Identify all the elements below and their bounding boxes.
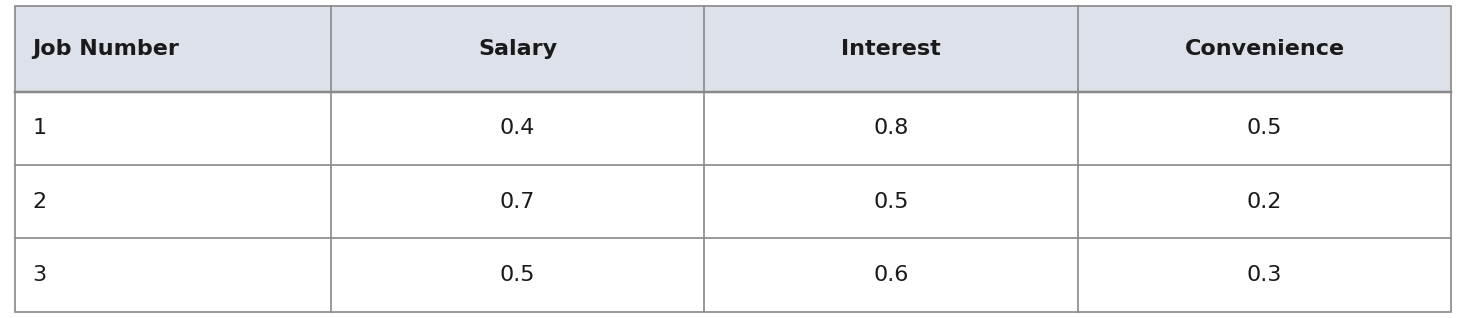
Text: 0.7: 0.7 [500,192,535,212]
Text: 0.2: 0.2 [1248,192,1283,212]
Text: 0.5: 0.5 [1246,119,1283,138]
Bar [331,238,704,312]
Bar [15,238,331,312]
Text: 0.5: 0.5 [874,192,909,212]
Bar [704,92,1078,165]
Bar [1078,92,1451,165]
Text: Job Number: Job Number [32,39,179,59]
Text: 0.6: 0.6 [874,265,909,285]
Text: Salary: Salary [478,39,557,59]
Bar [15,165,331,238]
Text: 1: 1 [32,119,47,138]
Text: 3: 3 [32,265,47,285]
Bar [1078,165,1451,238]
Text: 0.4: 0.4 [500,119,535,138]
Bar [331,165,704,238]
Text: 0.5: 0.5 [500,265,535,285]
Bar [15,92,331,165]
Bar [704,165,1078,238]
Bar [331,6,704,92]
Bar [15,6,331,92]
Text: 0.3: 0.3 [1248,265,1283,285]
Text: Convenience: Convenience [1185,39,1344,59]
Text: Interest: Interest [841,39,941,59]
Bar [331,92,704,165]
Bar [704,6,1078,92]
Text: 0.8: 0.8 [874,119,909,138]
Bar [1078,238,1451,312]
Bar [704,238,1078,312]
Bar [1078,6,1451,92]
Text: 2: 2 [32,192,47,212]
